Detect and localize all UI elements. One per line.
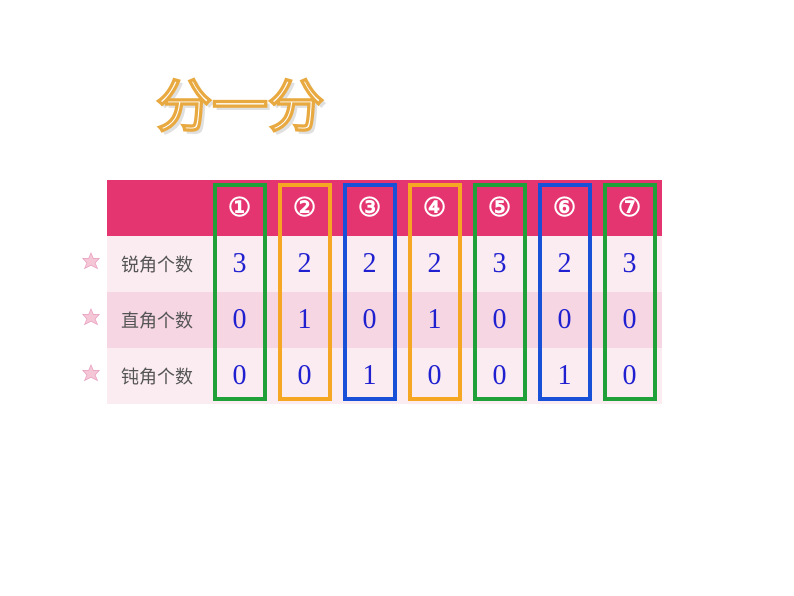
value-cell: 0	[207, 292, 272, 348]
page-title: 分一分	[156, 62, 324, 143]
value-cell: 0	[467, 292, 532, 348]
value-cell: 2	[532, 236, 597, 292]
table-header-row: ①②③④⑤⑥⑦	[107, 180, 662, 236]
table-row: 直角个数0101000	[107, 292, 662, 348]
header-cell-3: ③	[337, 180, 402, 236]
header-cell-4: ④	[402, 180, 467, 236]
value-cell: 0	[532, 292, 597, 348]
table-row: 锐角个数3222323	[107, 236, 662, 292]
header-cell-7: ⑦	[597, 180, 662, 236]
value-cell: 3	[207, 236, 272, 292]
row-label: 直角个数	[107, 292, 207, 348]
star-icon	[80, 308, 102, 330]
header-cell-6: ⑥	[532, 180, 597, 236]
value-cell: 0	[597, 292, 662, 348]
value-cell: 0	[467, 348, 532, 404]
value-cell: 3	[467, 236, 532, 292]
value-cell: 0	[402, 348, 467, 404]
value-cell: 0	[597, 348, 662, 404]
row-label: 钝角个数	[107, 348, 207, 404]
header-cell-1: ①	[207, 180, 272, 236]
table-body: ①②③④⑤⑥⑦锐角个数3222323直角个数0101000钝角个数0010010	[107, 180, 662, 404]
star-icon	[80, 252, 102, 274]
value-cell: 2	[402, 236, 467, 292]
value-cell: 0	[337, 292, 402, 348]
header-cell-5: ⑤	[467, 180, 532, 236]
value-cell: 1	[337, 348, 402, 404]
value-cell: 1	[272, 292, 337, 348]
star-icon	[80, 364, 102, 386]
angle-table: ①②③④⑤⑥⑦锐角个数3222323直角个数0101000钝角个数0010010	[107, 180, 662, 404]
value-cell: 0	[207, 348, 272, 404]
value-cell: 0	[272, 348, 337, 404]
value-cell: 3	[597, 236, 662, 292]
header-cell-2: ②	[272, 180, 337, 236]
value-cell: 2	[272, 236, 337, 292]
header-empty-cell	[107, 180, 207, 236]
value-cell: 2	[337, 236, 402, 292]
row-label: 锐角个数	[107, 236, 207, 292]
table-row: 钝角个数0010010	[107, 348, 662, 404]
value-cell: 1	[532, 348, 597, 404]
value-cell: 1	[402, 292, 467, 348]
table-wrap: ①②③④⑤⑥⑦锐角个数3222323直角个数0101000钝角个数0010010	[107, 180, 662, 404]
